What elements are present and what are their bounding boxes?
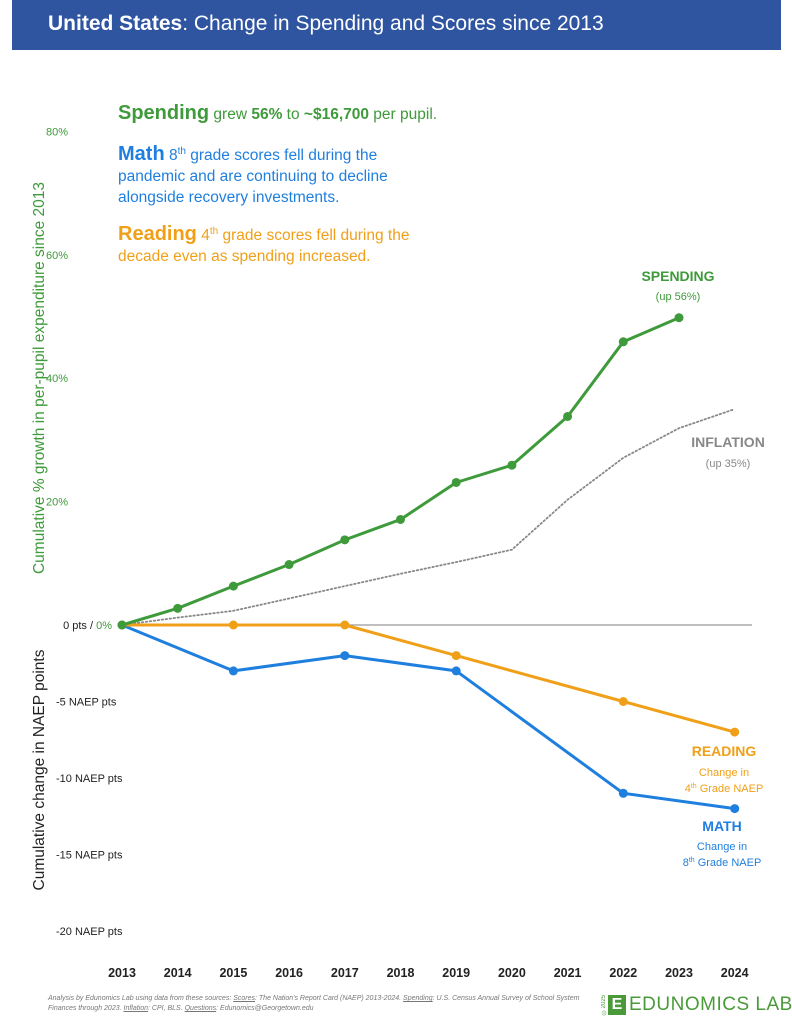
spending-line bbox=[120, 316, 681, 627]
upper-y-tick-label: 20% bbox=[46, 497, 68, 509]
upper-y-tick-label: 40% bbox=[46, 373, 68, 385]
logo-mark: E bbox=[608, 995, 626, 1015]
reading-point bbox=[730, 727, 740, 737]
math-series-sublabel-1: Change in bbox=[697, 841, 747, 853]
x-tick-label: 2020 bbox=[498, 966, 526, 980]
x-tick-label: 2021 bbox=[554, 966, 582, 980]
inflation-series-label: INFLATION bbox=[691, 434, 765, 450]
zero-tick-label: 0 pts / 0% bbox=[63, 620, 112, 632]
reading-annotation: Reading 4th grade scores fell during the… bbox=[118, 223, 410, 266]
spending-point bbox=[396, 514, 405, 524]
source-footnote: Analysis by Edunomics Lab using data fro… bbox=[48, 995, 580, 1012]
math-annotation: Math 8th grade scores fell during the pa… bbox=[118, 143, 388, 207]
spending-annotation-word: Spending bbox=[118, 102, 210, 124]
reading-series-sublabel-1: Change in bbox=[699, 767, 749, 779]
spending-point bbox=[340, 535, 350, 545]
upper-y-tick-label: 60% bbox=[46, 250, 68, 262]
reading-point bbox=[451, 651, 461, 661]
x-tick-label: 2015 bbox=[219, 966, 247, 980]
page-title: United States: Change in Spending and Sc… bbox=[48, 12, 604, 36]
spending-point bbox=[173, 603, 183, 613]
x-tick-label: 2018 bbox=[387, 966, 415, 980]
x-tick-label: 2024 bbox=[721, 966, 749, 980]
reading-annotation-word: Reading bbox=[118, 223, 197, 246]
lower-y-axis-label: Cumulative change in NAEP points bbox=[31, 649, 48, 890]
x-tick-label: 2022 bbox=[609, 966, 637, 980]
x-tick-label: 2013 bbox=[108, 966, 136, 980]
reading-series-sublabel-2: 4th Grade NAEP bbox=[685, 783, 764, 795]
reading-point bbox=[340, 620, 350, 630]
spending-point bbox=[674, 313, 684, 323]
logo-year: ©2025 bbox=[601, 995, 607, 1015]
lower-y-tick-label: -15 NAEP pts bbox=[56, 850, 123, 862]
lower-y-tick-label: -10 NAEP pts bbox=[56, 773, 123, 785]
math-point bbox=[451, 666, 461, 676]
lower-y-tick-label: -5 NAEP pts bbox=[56, 697, 117, 709]
math-point bbox=[730, 804, 740, 814]
x-tick-label: 2016 bbox=[275, 966, 303, 980]
spending-point bbox=[563, 411, 573, 421]
inflation-line bbox=[121, 408, 736, 626]
spending-point bbox=[507, 460, 517, 470]
x-tick-label: 2019 bbox=[442, 966, 470, 980]
lower-y-tick-label: -20 NAEP pts bbox=[56, 926, 123, 938]
x-tick-label: 2014 bbox=[164, 966, 192, 980]
inflation-series-sublabel: (up 35%) bbox=[706, 458, 751, 470]
title-country: United States bbox=[48, 12, 183, 35]
x-tick-label: 2023 bbox=[665, 966, 693, 980]
spending-point bbox=[451, 477, 461, 487]
reading-series-label: READING bbox=[692, 743, 757, 759]
reading-point bbox=[117, 620, 127, 630]
logo-text: EDUNOMICS LAB bbox=[629, 994, 792, 1015]
math-point bbox=[340, 651, 350, 661]
upper-y-axis-label: Cumulative % growth in per-pupil expendi… bbox=[31, 182, 48, 574]
spending-point bbox=[284, 560, 294, 570]
spending-point bbox=[228, 581, 238, 591]
title-subtitle: : Change in Spending and Scores since 20… bbox=[182, 12, 604, 35]
spending-point bbox=[618, 337, 628, 347]
spending-annotation: Spending grew 56% to ~$16,700 per pupil. bbox=[118, 102, 438, 124]
spending-series-sublabel: (up 56%) bbox=[656, 291, 701, 303]
reading-point bbox=[618, 697, 628, 706]
title-bar: United States: Change in Spending and Sc… bbox=[12, 0, 781, 50]
math-line bbox=[120, 623, 737, 811]
edunomics-logo: ©2025 E EDUNOMICS LAB bbox=[601, 994, 792, 1016]
math-point bbox=[228, 666, 238, 676]
math-annotation-word: Math bbox=[118, 143, 165, 166]
reading-line bbox=[120, 623, 737, 734]
math-series-label: MATH bbox=[702, 818, 741, 834]
math-point bbox=[117, 620, 127, 630]
math-series-sublabel-2: 8th Grade NAEP bbox=[683, 857, 762, 869]
spending-series-label: SPENDING bbox=[641, 268, 714, 284]
x-tick-label: 2017 bbox=[331, 966, 359, 980]
upper-y-tick-label: 80% bbox=[46, 126, 68, 138]
math-point bbox=[618, 788, 628, 798]
reading-point bbox=[228, 620, 238, 630]
spending-point bbox=[117, 620, 127, 630]
